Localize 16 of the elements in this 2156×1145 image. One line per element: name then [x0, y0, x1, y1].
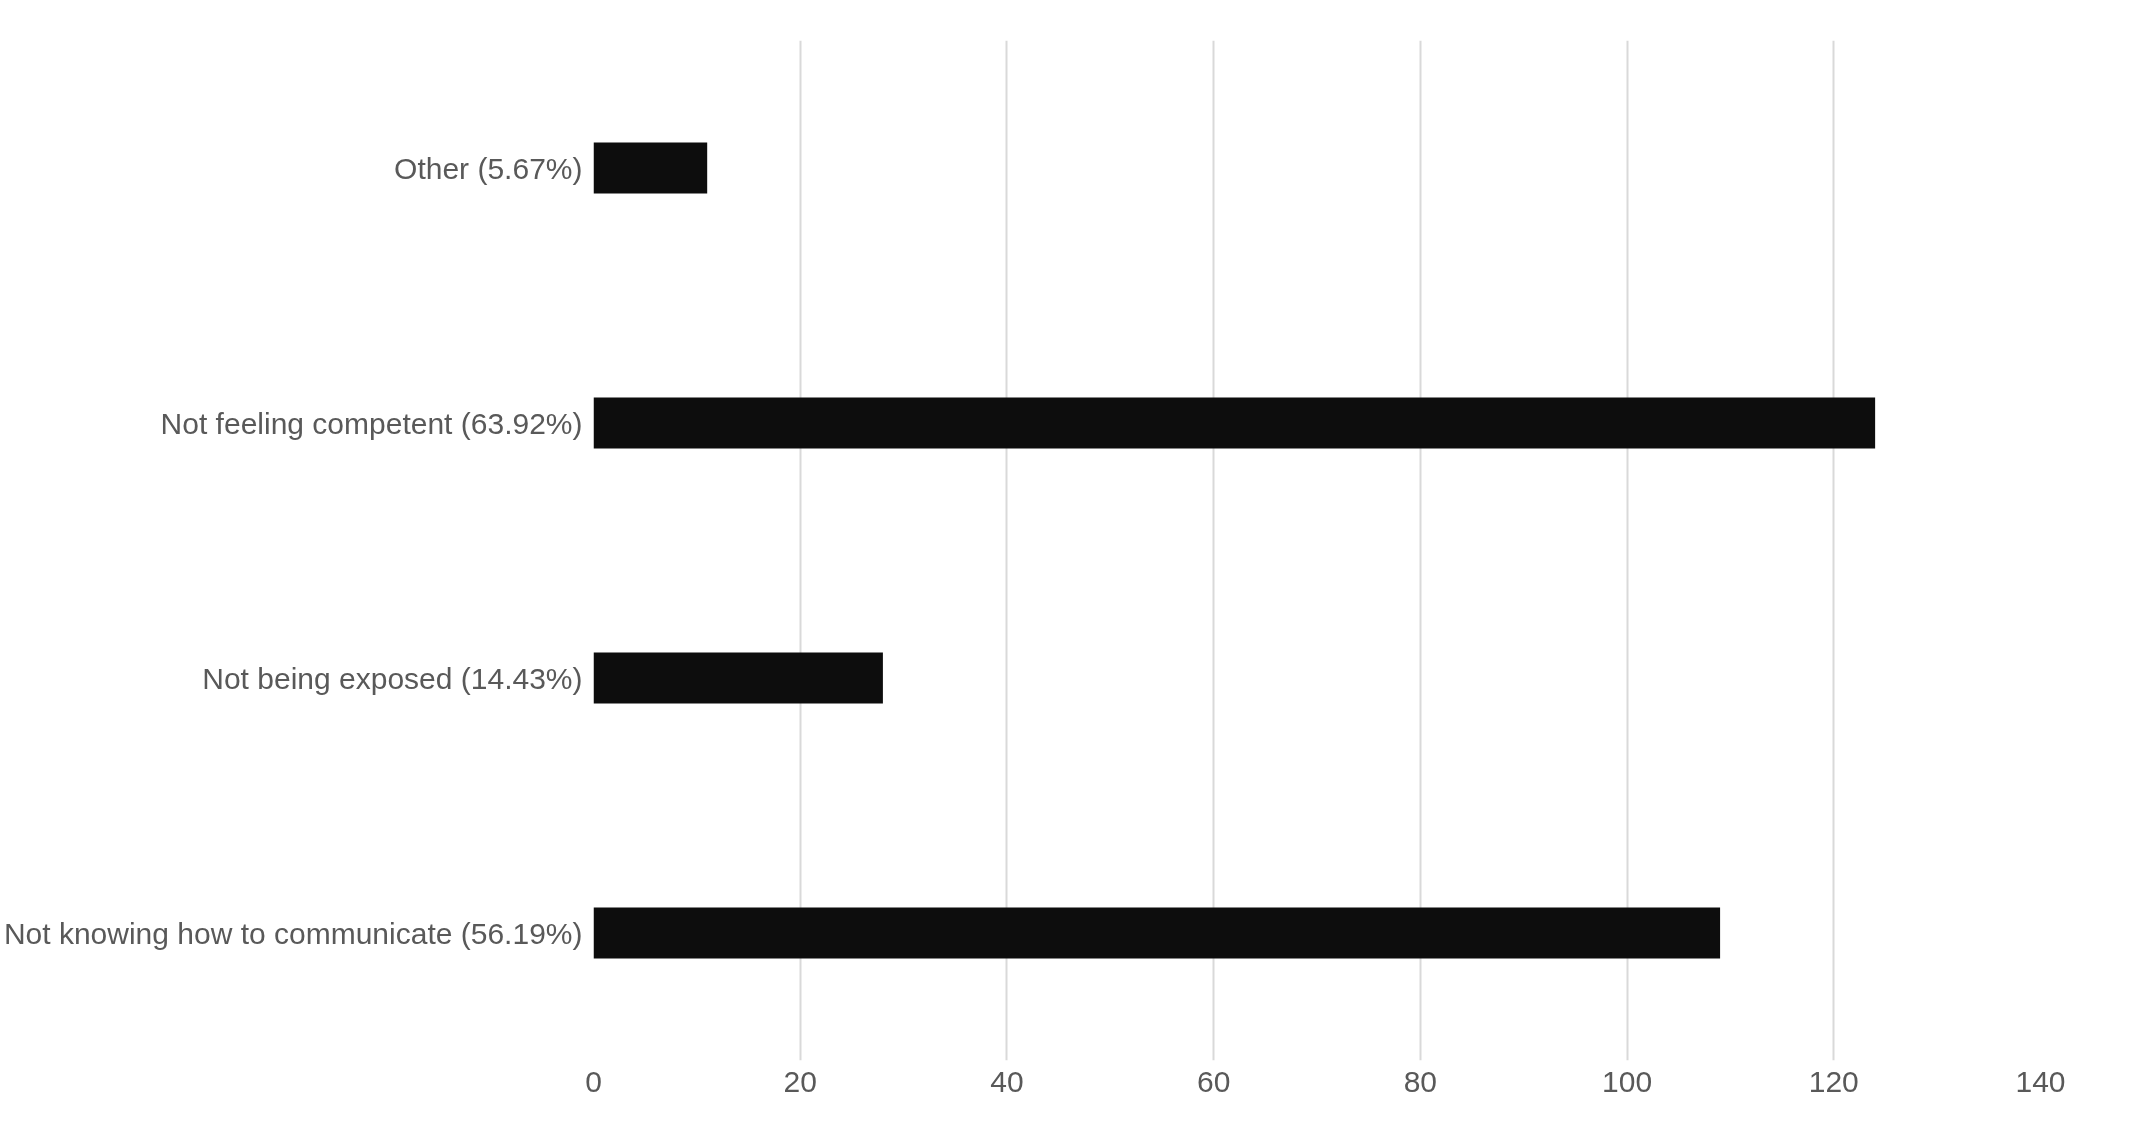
x-tick-label: 140 [2015, 1064, 2066, 1098]
bar [593, 652, 883, 704]
bar [593, 397, 1876, 449]
y-tick-label: Not knowing how to communicate (56.19%) [3, 916, 583, 950]
y-tick-label: Not being exposed (14.43%) [202, 661, 583, 695]
bar [593, 907, 1721, 959]
x-tick-label: 40 [990, 1064, 1024, 1098]
y-tick-label: Other (5.67%) [394, 151, 583, 185]
x-tick-label: 60 [1196, 1064, 1231, 1098]
x-tick-label: 120 [1808, 1064, 1859, 1098]
bar [593, 142, 708, 194]
x-tick-label: 0 [585, 1064, 602, 1098]
x-tick-label: 20 [783, 1064, 817, 1098]
x-tick-label: 100 [1602, 1064, 1653, 1098]
x-tick-label: 80 [1403, 1064, 1438, 1098]
y-tick-label: Not feeling competent (63.92%) [160, 406, 583, 440]
